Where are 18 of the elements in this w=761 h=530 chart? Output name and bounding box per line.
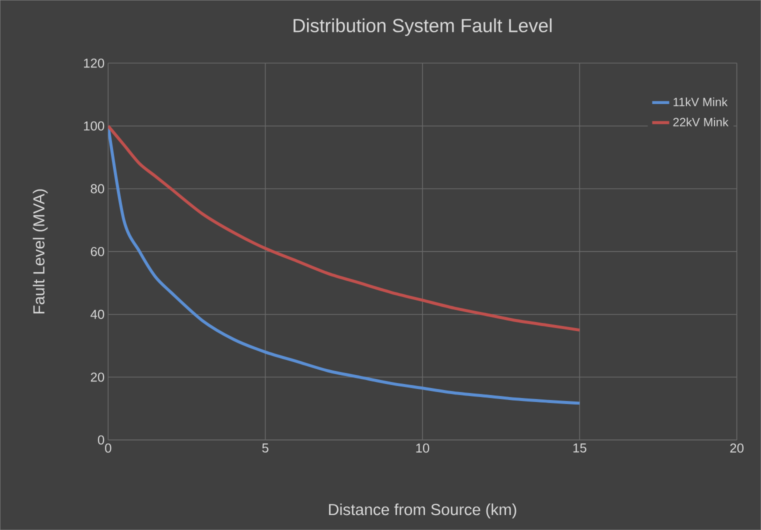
y-axis-title: Fault Level (MVA): [32, 189, 48, 314]
y-tick-label: 40: [90, 310, 104, 319]
legend-label: 11kV Mink: [674, 97, 728, 106]
x-tick-label: 0: [105, 443, 112, 453]
y-tick-label: 80: [90, 184, 104, 194]
chart-title: Distribution System Fault Level: [294, 18, 552, 36]
y-tick-label: 120: [84, 58, 104, 68]
y-tick-label: 60: [90, 246, 104, 256]
y-tick-label: 20: [90, 372, 104, 382]
line-series: [108, 124, 582, 332]
legend-label: 22kV Mink: [673, 118, 728, 126]
x-axis-title: Distance from Source (km): [329, 503, 516, 518]
y-tick-label: 100: [84, 121, 104, 130]
x-tick-label: 15: [573, 443, 586, 452]
x-tick-label: 5: [262, 443, 268, 452]
x-tick-label: 20: [730, 443, 744, 453]
x-tick-label: 10: [416, 443, 430, 453]
y-tick-label: 0: [98, 435, 104, 444]
